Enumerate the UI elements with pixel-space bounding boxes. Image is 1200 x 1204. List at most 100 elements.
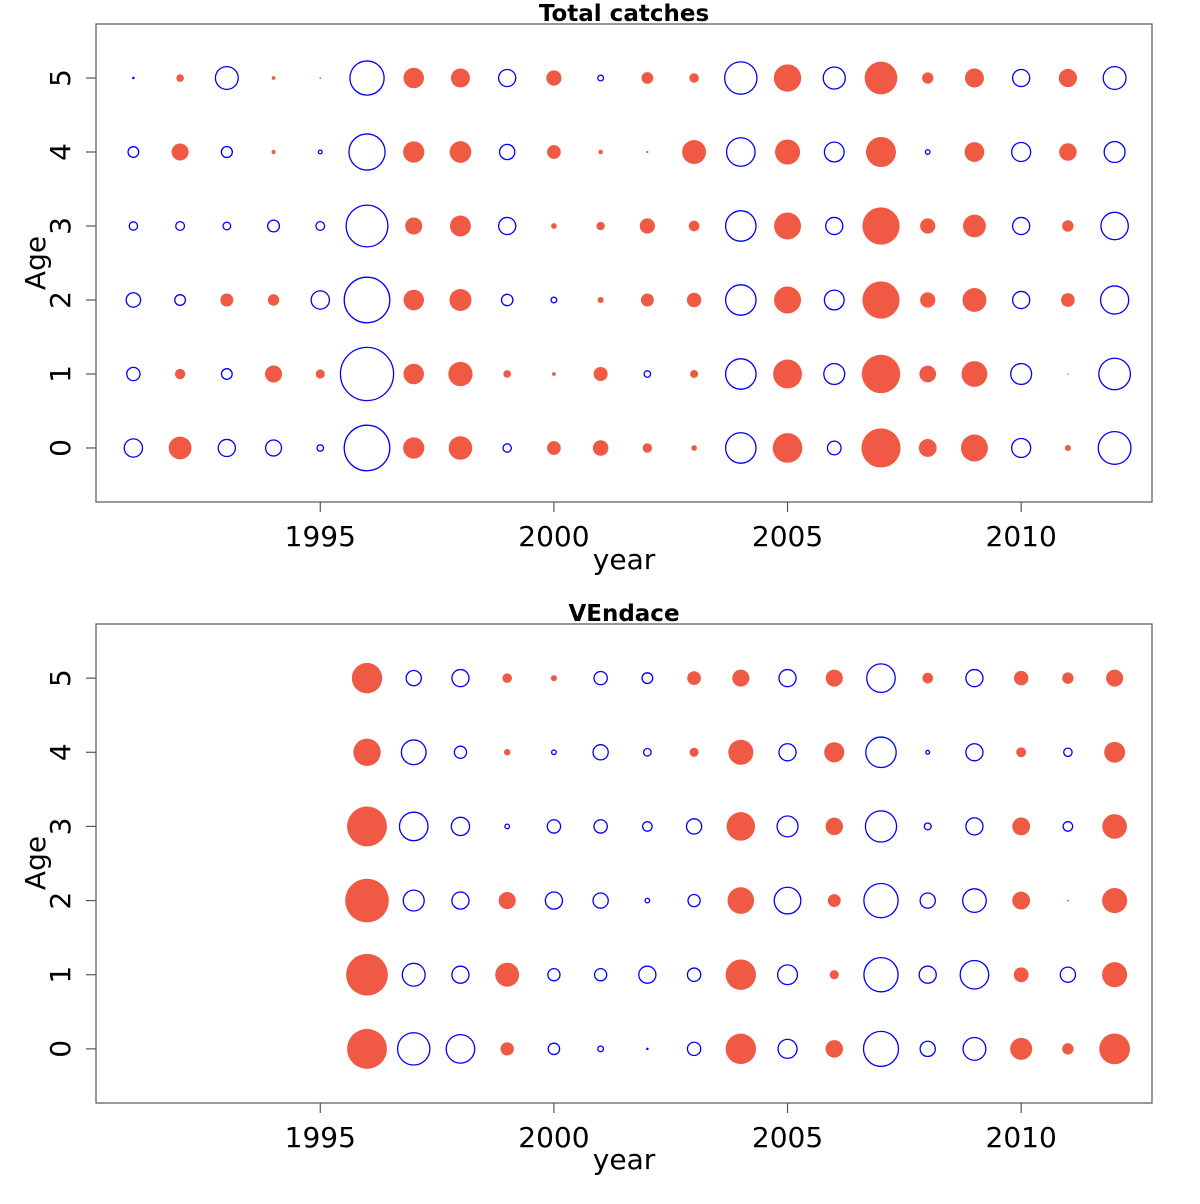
- bubble-positive: [687, 893, 701, 908]
- bubble-negative: [964, 142, 985, 162]
- bubble-positive: [451, 891, 470, 910]
- bubble-negative: [862, 281, 900, 319]
- bubble-positive: [724, 61, 758, 95]
- y-tick-label: 0: [44, 1040, 77, 1058]
- bubble-positive: [497, 216, 517, 236]
- bubble-negative: [551, 223, 557, 229]
- bubble-positive: [925, 749, 931, 755]
- bubble-positive: [345, 204, 389, 248]
- bubble-negative: [773, 64, 802, 92]
- bubble-negative: [1106, 669, 1124, 687]
- bubble-positive: [401, 962, 426, 987]
- bubble-positive: [339, 346, 395, 402]
- bubble-negative: [639, 218, 655, 234]
- y-tick-label: 1: [44, 966, 77, 984]
- bubble-negative: [546, 70, 562, 86]
- bubble-negative: [265, 365, 283, 383]
- bubble-positive: [597, 1045, 605, 1053]
- x-tick-label: 2005: [752, 1121, 823, 1154]
- bubble-positive: [1011, 68, 1031, 88]
- bubble-negative: [1013, 670, 1029, 686]
- bubble-positive: [777, 1038, 798, 1060]
- bubble-negative: [403, 363, 424, 385]
- bubble-positive: [826, 440, 842, 456]
- bubble-negative: [319, 77, 322, 79]
- bubble-positive: [500, 293, 514, 307]
- bubble-positive: [776, 815, 799, 838]
- bubble-negative: [403, 289, 424, 311]
- bubble-negative: [1059, 143, 1077, 161]
- y-tick-label: 4: [44, 743, 77, 761]
- bubble-positive: [220, 368, 233, 380]
- x-tick-label: 2000: [518, 520, 589, 553]
- bubble-negative: [825, 1040, 844, 1058]
- bubble-negative: [450, 215, 471, 237]
- bubble-positive: [453, 745, 468, 760]
- y-tick-label: 2: [44, 892, 77, 910]
- bubble-negative: [1067, 373, 1069, 375]
- panel-total-catches: Total catches year Age 1995 2000 2005 2010 0…: [19, 1, 1153, 576]
- y-tick-label: 3: [44, 818, 77, 836]
- bubble-positive: [724, 210, 757, 242]
- bubble-positive: [127, 146, 140, 158]
- bubble-positive: [863, 956, 899, 993]
- bubble-positive: [396, 1032, 431, 1066]
- bubble-negative: [1062, 672, 1074, 684]
- bubble-negative: [347, 1028, 387, 1069]
- bubble-positive: [823, 362, 846, 386]
- bubble-negative: [1016, 747, 1027, 758]
- bubble-positive: [220, 145, 233, 159]
- bubble-positive: [398, 811, 429, 842]
- bubble-negative: [168, 436, 192, 460]
- bubble-positive: [402, 889, 425, 912]
- x-tick-label: 2010: [986, 1121, 1057, 1154]
- bubble-positive: [550, 749, 557, 756]
- bubble-positive: [128, 221, 139, 231]
- bubble-negative: [449, 288, 472, 312]
- bubble-negative: [641, 72, 654, 84]
- bubble-positive: [646, 1047, 649, 1051]
- bubble-negative: [825, 817, 844, 836]
- bubble-positive: [822, 66, 846, 90]
- bubble-positive: [450, 816, 471, 837]
- bubble-positive: [724, 358, 757, 390]
- bubble-negative: [642, 443, 653, 453]
- bubble-positive: [348, 133, 386, 171]
- bubble-positive: [400, 739, 427, 766]
- bubble-positive: [643, 370, 652, 378]
- bubble-negative: [1010, 1037, 1033, 1060]
- bubble-negative: [646, 150, 649, 154]
- bubble-negative: [689, 747, 699, 757]
- bubble-positive: [316, 444, 325, 452]
- bubble-negative: [1066, 899, 1069, 902]
- bubble-positive: [1059, 966, 1077, 983]
- bubble-negative: [960, 434, 988, 462]
- bubble-negative: [829, 970, 839, 980]
- bubble-positive: [175, 220, 186, 232]
- bubble-negative: [726, 812, 756, 841]
- bubble-negative: [728, 739, 754, 765]
- bubble-positive: [1103, 140, 1126, 164]
- bubble-positive: [264, 439, 283, 457]
- bubble-negative: [725, 959, 757, 990]
- bubble-negative: [640, 293, 654, 307]
- bubble-negative: [351, 662, 383, 694]
- bubble-positive: [962, 888, 987, 914]
- bubble-positive: [918, 965, 937, 984]
- bubble-negative: [861, 354, 901, 394]
- bubble-negative: [271, 76, 276, 80]
- chart-title: Total catches: [539, 1, 709, 27]
- bubble-positive: [174, 294, 187, 306]
- bubble-negative: [774, 212, 802, 240]
- bubble-negative: [691, 445, 697, 451]
- y-tick-label: 5: [44, 669, 77, 687]
- bubble-negative: [1062, 220, 1074, 232]
- bubble-positive: [924, 149, 931, 155]
- bubble-negative: [347, 806, 387, 847]
- y-tick-label: 1: [44, 365, 77, 383]
- bubble-positive: [965, 743, 984, 762]
- bubble-negative: [315, 369, 325, 379]
- bubble-negative: [403, 67, 424, 89]
- x-axis-label: year: [593, 1143, 656, 1176]
- y-axis-label: Age: [19, 836, 52, 890]
